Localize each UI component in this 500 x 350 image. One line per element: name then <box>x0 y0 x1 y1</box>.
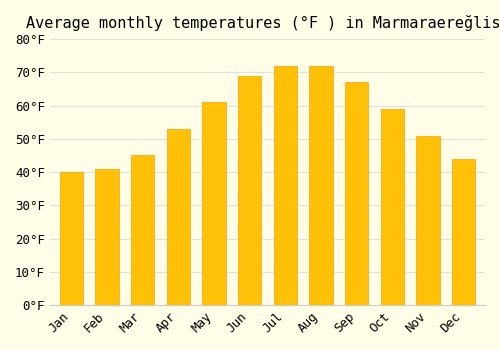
Bar <box>274 66 297 305</box>
Bar <box>166 129 190 305</box>
Title: Average monthly temperatures (°F ) in Marmaraereğlisi: Average monthly temperatures (°F ) in Ma… <box>26 15 500 31</box>
Bar <box>345 82 368 305</box>
Bar <box>60 172 83 305</box>
Bar <box>310 66 332 305</box>
Bar <box>202 102 226 305</box>
Bar <box>416 135 440 305</box>
Bar <box>380 109 404 305</box>
Bar <box>131 155 154 305</box>
Bar <box>96 169 118 305</box>
Bar <box>238 76 261 305</box>
Bar <box>452 159 475 305</box>
